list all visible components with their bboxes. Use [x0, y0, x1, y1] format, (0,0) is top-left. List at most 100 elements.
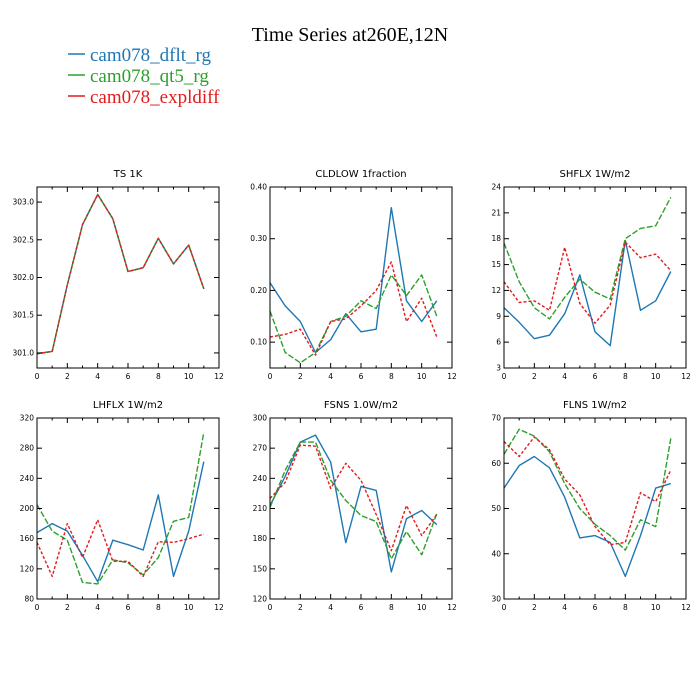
chart-panel: CLDLOW 1fraction 0 2 4 6 8 10 12 0.10 0.20 0.30 0.4…	[250, 169, 457, 381]
x-tick-label: 0	[268, 372, 273, 381]
y-tick-label: 120	[20, 564, 35, 573]
x-tick-label: 10	[184, 603, 194, 612]
y-tick-label: 3	[496, 364, 501, 373]
plot-frame	[269, 417, 453, 600]
panel-title: SHFLX 1W/m2	[560, 169, 631, 180]
x-tick-label: 8	[156, 603, 161, 612]
series-line	[36, 519, 205, 578]
x-tick-label: 2	[298, 372, 303, 381]
x-tick-label: 6	[359, 372, 364, 381]
series-line	[503, 455, 671, 578]
plot-frame	[503, 186, 687, 369]
panel-title: FSNS 1.0W/m2	[324, 400, 398, 411]
y-tick-label: 15	[491, 260, 501, 269]
x-tick-label: 0	[35, 372, 40, 381]
y-tick-label: 240	[253, 474, 268, 483]
chart-panel: TS 1K 0 2 4 6 8 10 12 301.0 301.5 302.0 302.5 303.0	[13, 169, 224, 381]
y-tick-label: 300	[253, 414, 268, 423]
series-line	[269, 441, 438, 560]
x-tick-label: 0	[502, 603, 507, 612]
y-tick-label: 60	[491, 459, 501, 468]
x-tick-label: 2	[65, 603, 70, 612]
x-tick-label: 6	[593, 603, 598, 612]
y-tick-label: 6	[496, 338, 501, 347]
y-tick-label: 50	[491, 504, 501, 513]
x-tick-label: 10	[417, 372, 427, 381]
x-tick-label: 4	[95, 372, 100, 381]
y-tick-label: 320	[20, 414, 35, 423]
x-tick-label: 8	[623, 603, 628, 612]
y-tick-label: 150	[253, 564, 268, 573]
x-tick-label: 4	[562, 603, 567, 612]
x-tick-label: 4	[328, 372, 333, 381]
x-tick-label: 6	[593, 372, 598, 381]
x-tick-label: 2	[532, 603, 537, 612]
panel-title: CLDLOW 1fraction	[315, 169, 406, 180]
panel-title: LHFLX 1W/m2	[93, 400, 163, 411]
panel-title: FLNS 1W/m2	[563, 400, 627, 411]
y-tick-label: 21	[491, 208, 501, 217]
legend: cam078_dflt_rgcam078_qt5_rgcam078_expldi…	[68, 45, 220, 108]
y-tick-label: 24	[491, 183, 501, 192]
y-tick-label: 40	[491, 549, 501, 558]
chart-panels: TS 1K0 2 4 6 8 10 12301.0301.5302.0302.5303.0C…	[13, 169, 691, 612]
x-tick-label: 12	[681, 603, 691, 612]
x-tick-label: 8	[389, 372, 394, 381]
series-line	[503, 436, 672, 546]
x-tick-label: 6	[126, 372, 131, 381]
legend-entry-label: cam078_dflt_rg	[90, 45, 212, 66]
y-tick-label: 120	[253, 595, 268, 604]
series-line	[36, 193, 205, 355]
series-line	[269, 206, 438, 354]
series-line	[503, 241, 672, 324]
y-tick-label: 0.40	[250, 183, 267, 192]
x-tick-label: 4	[562, 372, 567, 381]
plot-frame	[269, 186, 453, 369]
y-tick-label: 302.5	[13, 235, 35, 244]
chart-panel: LHFLX 1W/m2 0 2 4 6 8 10 12 80 120 160 200 240 280 320	[20, 400, 224, 612]
x-tick-label: 10	[651, 372, 661, 381]
x-tick-label: 0	[268, 603, 273, 612]
x-tick-label: 12	[447, 372, 457, 381]
chart-panel: FSNS 1.0W/m2 0 2 4 6 8 10 12 120 150 180 210 240 270 3…	[253, 400, 457, 612]
x-tick-label: 4	[328, 603, 333, 612]
series-line	[36, 193, 205, 355]
y-tick-label: 18	[491, 234, 501, 243]
x-tick-label: 2	[65, 372, 70, 381]
y-tick-label: 270	[253, 444, 268, 453]
y-tick-label: 0.30	[250, 234, 267, 243]
y-tick-label: 302.0	[13, 273, 35, 282]
series-line	[36, 461, 205, 583]
y-tick-label: 180	[253, 534, 268, 543]
x-tick-label: 12	[214, 603, 224, 612]
x-tick-label: 10	[184, 372, 194, 381]
y-tick-label: 80	[24, 595, 34, 604]
series-line	[269, 444, 438, 552]
x-tick-label: 6	[359, 603, 364, 612]
series-line	[269, 274, 438, 364]
y-tick-label: 301.0	[13, 348, 35, 357]
y-tick-label: 200	[20, 504, 35, 513]
y-tick-label: 70	[491, 414, 501, 423]
x-tick-label: 2	[298, 603, 303, 612]
legend-entry-label: cam078_expldiff	[90, 87, 220, 108]
x-tick-label: 10	[417, 603, 427, 612]
y-tick-label: 210	[253, 504, 268, 513]
series-line	[503, 196, 672, 320]
x-tick-label: 6	[126, 603, 131, 612]
y-tick-label: 280	[20, 444, 35, 453]
y-tick-label: 160	[20, 534, 35, 543]
plot-frame	[36, 417, 220, 600]
x-tick-label: 10	[651, 603, 661, 612]
legend-entry-label: cam078_qt5_rg	[90, 66, 209, 87]
x-tick-label: 12	[447, 603, 457, 612]
figure-title: Time Series at260E,12N	[252, 24, 448, 46]
y-tick-label: 30	[491, 595, 501, 604]
x-tick-label: 8	[389, 603, 394, 612]
y-tick-label: 240	[20, 474, 35, 483]
plot-frame	[503, 417, 687, 600]
series-line	[36, 193, 205, 355]
x-tick-label: 0	[502, 372, 507, 381]
